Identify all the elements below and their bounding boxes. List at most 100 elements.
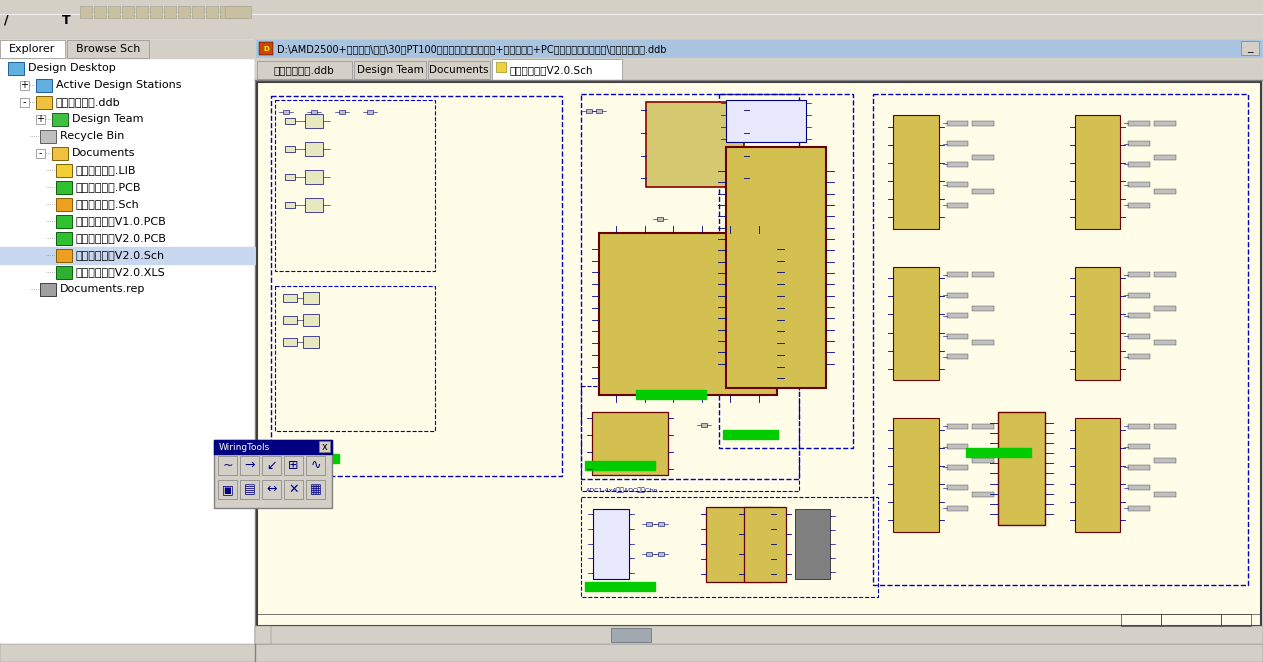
Bar <box>255 626 1263 644</box>
Bar <box>283 316 297 324</box>
Bar <box>946 424 969 429</box>
Text: ▦: ▦ <box>309 483 321 496</box>
Bar <box>285 146 296 152</box>
Bar <box>1128 162 1151 167</box>
Bar <box>973 340 994 346</box>
Text: 自动测温系统V2.0.Sch: 自动测温系统V2.0.Sch <box>76 250 165 260</box>
Bar <box>56 164 72 177</box>
Bar <box>647 522 653 526</box>
Bar <box>873 94 1248 585</box>
Bar <box>0 40 64 58</box>
Bar <box>946 272 969 277</box>
Bar <box>1221 614 1250 626</box>
Bar <box>973 121 994 126</box>
Bar <box>973 458 994 463</box>
Bar <box>946 141 969 146</box>
Bar <box>240 480 259 499</box>
Bar <box>1128 293 1151 298</box>
Bar <box>658 522 664 526</box>
Bar <box>586 109 592 113</box>
Bar <box>973 307 994 311</box>
Bar <box>192 6 205 18</box>
Bar <box>893 115 938 229</box>
Bar <box>701 422 707 426</box>
Bar <box>973 424 994 429</box>
Bar <box>611 628 650 642</box>
Bar <box>1128 182 1151 187</box>
Bar <box>1128 141 1151 146</box>
Bar <box>1153 272 1176 277</box>
Text: 自动测温系统V2.0.XLS: 自动测温系统V2.0.XLS <box>76 267 165 277</box>
Bar <box>283 110 289 114</box>
Text: ~: ~ <box>222 459 232 472</box>
Bar <box>966 448 1032 457</box>
Bar <box>56 266 72 279</box>
Bar <box>261 456 280 475</box>
Bar <box>285 202 296 208</box>
Bar <box>1153 189 1176 194</box>
Text: 自动测温系统.Sch: 自动测温系统.Sch <box>76 199 140 209</box>
Bar <box>261 480 280 499</box>
Bar <box>581 94 798 479</box>
Bar <box>1128 313 1151 318</box>
Bar <box>56 181 72 194</box>
Bar <box>581 496 878 597</box>
Text: -: - <box>39 148 42 158</box>
Bar <box>255 40 1263 58</box>
Bar <box>93 6 106 18</box>
Bar <box>136 6 148 18</box>
Bar <box>1122 614 1161 626</box>
Bar <box>178 6 189 18</box>
Bar <box>311 110 317 114</box>
Bar <box>1128 334 1151 339</box>
Text: →: → <box>244 459 255 472</box>
Bar <box>744 506 786 582</box>
Bar <box>255 626 272 644</box>
Bar <box>354 61 426 79</box>
Bar <box>56 215 72 228</box>
Bar <box>109 6 120 18</box>
Bar <box>658 551 664 555</box>
Bar <box>285 118 296 124</box>
Bar <box>279 454 338 463</box>
Bar <box>724 430 778 439</box>
Bar <box>67 40 149 58</box>
Text: Design Desktop: Design Desktop <box>28 63 116 73</box>
Bar <box>496 62 506 72</box>
Bar <box>37 149 45 158</box>
Bar <box>493 59 621 80</box>
Bar <box>284 456 303 475</box>
Bar <box>0 0 1263 40</box>
Bar <box>275 286 436 430</box>
Bar <box>946 313 969 318</box>
Text: -: - <box>23 97 27 107</box>
Bar <box>1161 614 1221 626</box>
Bar <box>1242 41 1259 55</box>
Bar <box>647 102 744 187</box>
Bar <box>726 100 806 142</box>
Bar <box>594 508 629 579</box>
Bar <box>946 444 969 449</box>
Bar <box>218 480 237 499</box>
Bar <box>1075 115 1120 229</box>
Text: Documents: Documents <box>429 65 489 75</box>
Bar <box>56 198 72 211</box>
Text: ADC1-4x4通道ADC采集Chn: ADC1-4x4通道ADC采集Chn <box>586 487 658 493</box>
Bar <box>0 40 255 58</box>
Bar <box>893 267 938 380</box>
Bar <box>1153 458 1176 463</box>
Bar <box>428 61 490 79</box>
Bar <box>206 6 218 18</box>
Bar <box>259 42 273 55</box>
Bar <box>20 81 29 90</box>
Text: D:\AMD2500+工作备份\新奥\30路PT100温度数据自动采集硬件+单片机软件+PC上位机软件系统设计\自动测温系统.ddb: D:\AMD2500+工作备份\新奥\30路PT100温度数据自动采集硬件+单片… <box>277 44 667 54</box>
Bar <box>946 182 969 187</box>
Bar <box>272 96 562 476</box>
Text: D: D <box>263 46 269 52</box>
Bar <box>1128 424 1151 429</box>
Text: 自动测温系统V2.0.PCB: 自动测温系统V2.0.PCB <box>76 233 167 243</box>
Bar <box>998 412 1045 525</box>
Bar <box>726 147 826 388</box>
Bar <box>1075 418 1120 532</box>
Bar <box>52 147 68 160</box>
